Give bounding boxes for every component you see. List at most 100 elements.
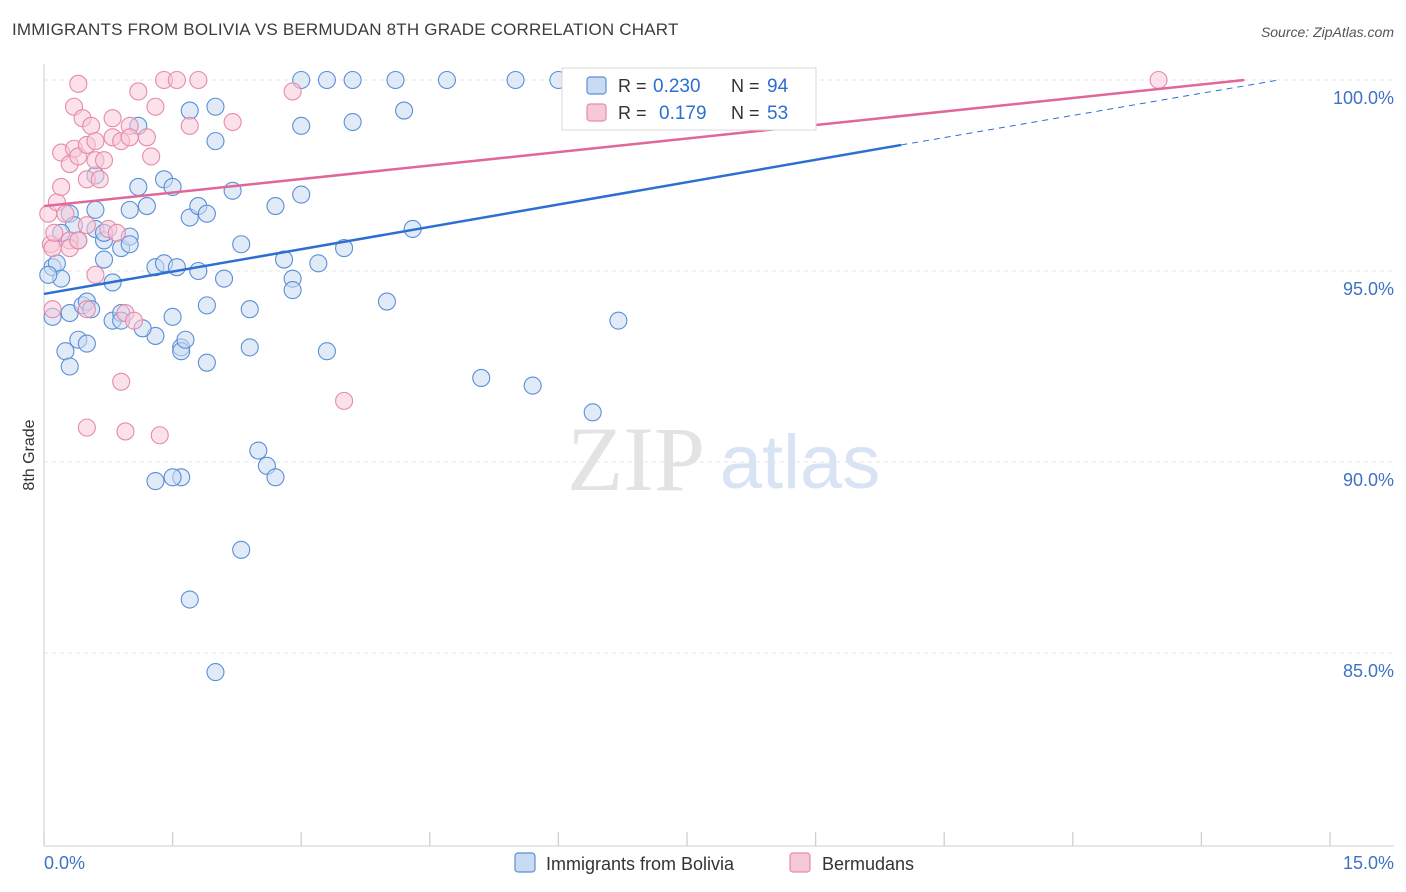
legend-bottom-swatch-bolivia bbox=[514, 852, 536, 873]
point-bermudans bbox=[129, 82, 148, 101]
point-bolivia bbox=[249, 441, 268, 460]
x-tick-label: 15.0% bbox=[1343, 853, 1394, 873]
point-bolivia bbox=[206, 97, 225, 116]
point-bolivia bbox=[292, 185, 311, 204]
point-bermudans bbox=[116, 422, 135, 441]
point-bolivia bbox=[197, 353, 216, 372]
point-bermudans bbox=[150, 426, 169, 445]
legend-swatch-bolivia bbox=[586, 76, 607, 95]
point-bermudans bbox=[189, 70, 208, 90]
chart-source: Source: ZipAtlas.com bbox=[1260, 24, 1394, 40]
point-bolivia bbox=[377, 292, 396, 311]
y-tick-label: 90.0% bbox=[1343, 470, 1394, 490]
point-bolivia bbox=[120, 200, 139, 219]
point-bermudans bbox=[82, 116, 101, 135]
tick-labels: 85.0% 90.0% 95.0% 100.0% 0.0% 15.0% bbox=[44, 88, 1394, 873]
point-bermudans bbox=[120, 128, 139, 147]
legend-swatch-bermudans bbox=[586, 103, 607, 122]
point-bolivia bbox=[180, 101, 199, 120]
point-bermudans bbox=[86, 132, 105, 151]
point-bermudans bbox=[94, 151, 114, 170]
point-bolivia bbox=[60, 357, 79, 376]
point-bermudans bbox=[52, 177, 71, 197]
point-bolivia bbox=[266, 197, 285, 216]
point-bolivia bbox=[317, 342, 336, 361]
point-bermudans bbox=[43, 239, 62, 258]
point-bermudans bbox=[223, 112, 242, 132]
point-bermudans bbox=[86, 265, 105, 284]
point-bermudans bbox=[124, 311, 144, 330]
legend-bottom-swatch-bermudans bbox=[789, 852, 811, 873]
trend-line-bermudans bbox=[43, 78, 1245, 208]
point-bermudans bbox=[77, 216, 96, 235]
x-tick-label: 0.0% bbox=[44, 853, 85, 873]
point-bolivia bbox=[86, 200, 105, 219]
point-bolivia bbox=[163, 307, 182, 326]
point-bermudans bbox=[103, 109, 122, 128]
legend-bottom-label-bolivia: Immigrants from Bolivia bbox=[546, 854, 735, 874]
point-bermudans bbox=[335, 391, 354, 410]
y-tick-label: 95.0% bbox=[1343, 279, 1394, 299]
data-points bbox=[39, 70, 1168, 682]
point-bermudans bbox=[56, 204, 75, 223]
point-bolivia bbox=[386, 70, 405, 90]
point-bolivia bbox=[506, 70, 525, 90]
point-bolivia bbox=[137, 197, 156, 216]
point-bolivia bbox=[335, 239, 354, 258]
point-bermudans bbox=[77, 418, 96, 437]
point-bolivia bbox=[437, 70, 456, 90]
point-bermudans bbox=[112, 372, 131, 391]
legend-r-label-bermudans: R = bbox=[618, 103, 647, 123]
watermark-zip: ZIP bbox=[567, 408, 705, 510]
point-bolivia bbox=[77, 334, 96, 353]
point-bolivia bbox=[317, 70, 336, 90]
point-bolivia bbox=[197, 204, 216, 223]
watermark: ZIP atlas bbox=[567, 408, 880, 510]
watermark-atlas: atlas bbox=[720, 420, 881, 505]
point-bolivia bbox=[163, 468, 182, 487]
trend-line-bolivia-extension bbox=[901, 79, 1279, 146]
point-bolivia bbox=[39, 265, 58, 284]
point-bermudans bbox=[167, 70, 186, 90]
point-bolivia bbox=[583, 403, 602, 422]
point-bolivia bbox=[232, 235, 251, 254]
point-bolivia bbox=[283, 281, 302, 300]
legend-bottom-label-bermudans: Bermudans bbox=[822, 854, 914, 874]
point-bolivia bbox=[472, 368, 491, 388]
chart-title: IMMIGRANTS FROM BOLIVIA VS BERMUDAN 8TH … bbox=[12, 20, 679, 39]
point-bolivia bbox=[232, 540, 251, 559]
point-bolivia bbox=[609, 311, 628, 330]
point-bermudans bbox=[77, 300, 96, 319]
point-bermudans bbox=[137, 128, 156, 147]
axes bbox=[43, 64, 1394, 847]
point-bermudans bbox=[69, 231, 88, 250]
point-bermudans bbox=[1149, 70, 1168, 90]
point-bermudans bbox=[146, 97, 165, 116]
grid-lines bbox=[44, 79, 1394, 654]
point-bolivia bbox=[292, 116, 311, 135]
point-bolivia bbox=[120, 235, 139, 254]
point-bolivia bbox=[94, 250, 114, 269]
point-bolivia bbox=[206, 663, 225, 682]
point-bolivia bbox=[180, 590, 199, 609]
point-bermudans bbox=[43, 300, 62, 319]
point-bolivia bbox=[56, 342, 75, 361]
legend-n-value-bermudans: 53 bbox=[767, 103, 788, 124]
point-bolivia bbox=[240, 338, 259, 357]
point-bolivia bbox=[176, 330, 195, 349]
point-bermudans bbox=[142, 147, 161, 166]
point-bermudans bbox=[107, 223, 126, 242]
point-bolivia bbox=[146, 472, 165, 491]
point-bermudans bbox=[90, 170, 109, 189]
point-bolivia bbox=[309, 254, 328, 273]
point-bolivia bbox=[523, 376, 542, 395]
y-tick-label: 85.0% bbox=[1343, 661, 1394, 681]
point-bolivia bbox=[240, 300, 259, 319]
y-tick-label: 100.0% bbox=[1333, 88, 1394, 108]
legend-r-value-bolivia: 0.230 bbox=[653, 76, 701, 97]
point-bermudans bbox=[69, 74, 88, 93]
legend-r-label-bolivia: R = bbox=[618, 76, 647, 96]
legend-r-value-bermudans: 0.179 bbox=[659, 103, 707, 124]
point-bermudans bbox=[45, 223, 64, 242]
